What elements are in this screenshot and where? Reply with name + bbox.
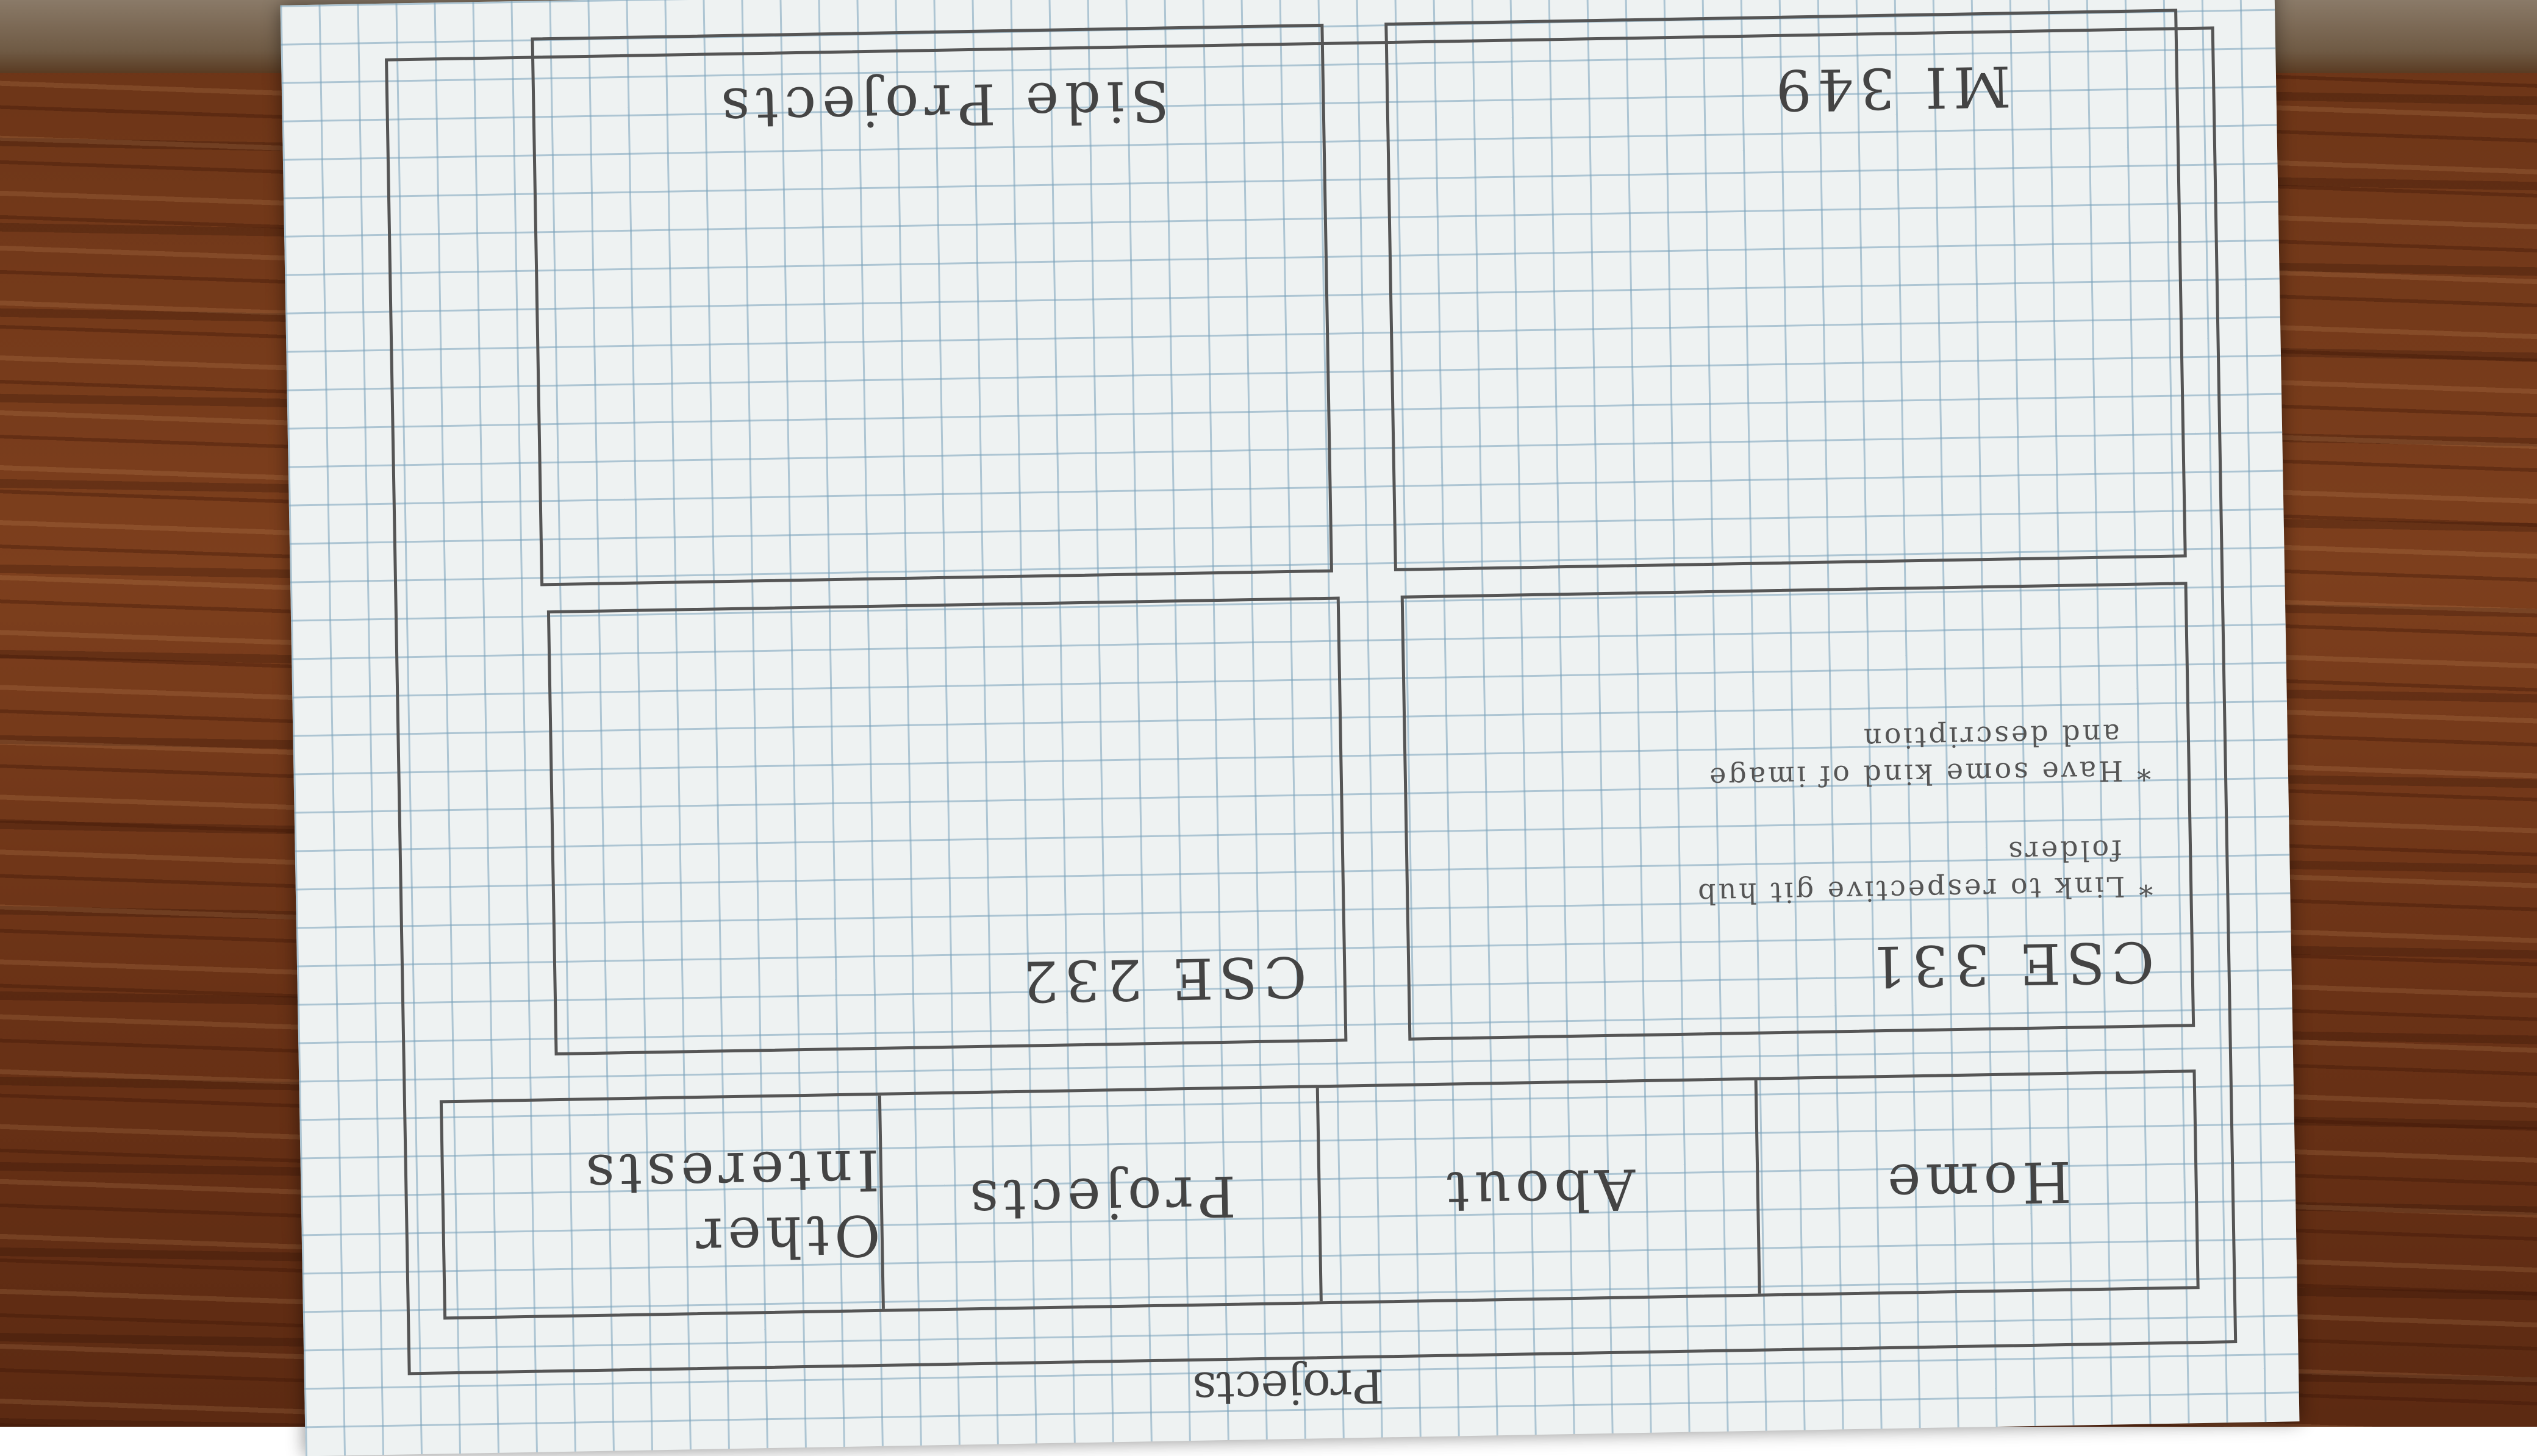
wireframe-sketch: Projects Home About Projects Other Inter…	[280, 0, 2299, 1456]
nav-item-home[interactable]: Home	[1754, 1072, 2197, 1294]
card-cse-331[interactable]: CSE 331 * Link to respective git hub fol…	[1400, 582, 2195, 1041]
card-mi-349-title: MI 349	[1769, 53, 2012, 123]
card-side-projects[interactable]: Side Projects	[531, 23, 1333, 587]
card-cse-331-note-1: * Link to respective git hub	[1695, 869, 2153, 911]
nav-bar: Home About Projects Other Interests	[439, 1069, 2200, 1320]
card-side-projects-title: Side Projects	[714, 68, 1170, 141]
card-cse-331-note-2: folders	[2005, 833, 2122, 869]
nav-item-other-interests[interactable]: Other Interests	[581, 1137, 881, 1271]
card-cse-232-title: CSE 232	[1016, 943, 1308, 1014]
card-cse-331-note-3: * Have some kind of image	[1706, 754, 2152, 795]
graph-paper-sheet: Projects Home About Projects Other Inter…	[280, 0, 2300, 1456]
nav-item-about[interactable]: About	[1316, 1080, 1758, 1302]
page-label: Projects	[1192, 1358, 1385, 1416]
card-cse-331-title: CSE 331	[1864, 929, 2155, 999]
card-cse-232[interactable]: CSE 232	[546, 596, 1348, 1056]
card-mi-349[interactable]: MI 349	[1384, 9, 2187, 571]
nav-item-projects[interactable]: Projects	[878, 1088, 1320, 1309]
card-cse-331-note-4: and description	[1861, 718, 2120, 755]
